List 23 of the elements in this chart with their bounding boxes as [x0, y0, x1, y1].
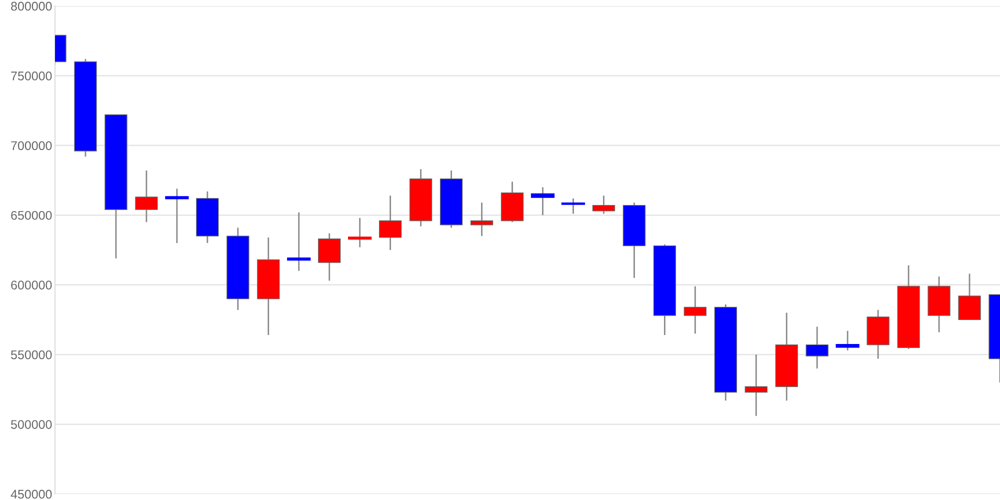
candlestick: [348, 217, 372, 248]
candlestick: [684, 286, 706, 334]
y-tick-label: 450000: [10, 490, 52, 499]
y-tick-label: 550000: [11, 350, 52, 360]
candlestick: [592, 194, 616, 214]
candlestick: [836, 330, 860, 352]
candlestick: [165, 188, 189, 244]
candlestick: [530, 186, 555, 216]
candlestick: [561, 198, 586, 214]
candlestick: [287, 212, 311, 272]
candlestick: [379, 194, 402, 251]
y-tick-label: 600000: [11, 280, 52, 290]
y-tick-label: 700000: [11, 141, 52, 150]
y-tick-label: 800000: [11, 2, 52, 11]
candlestick: [470, 202, 494, 237]
candlestick: [806, 326, 828, 370]
candlestick: [318, 232, 341, 282]
y-tick-label: 500000: [11, 420, 52, 429]
y-tick-label: 750000: [11, 72, 52, 80]
candlestick: [744, 354, 768, 417]
y-tick-label: 650000: [11, 210, 52, 220]
candlestick: [135, 170, 158, 223]
candlestick: [958, 273, 981, 320]
